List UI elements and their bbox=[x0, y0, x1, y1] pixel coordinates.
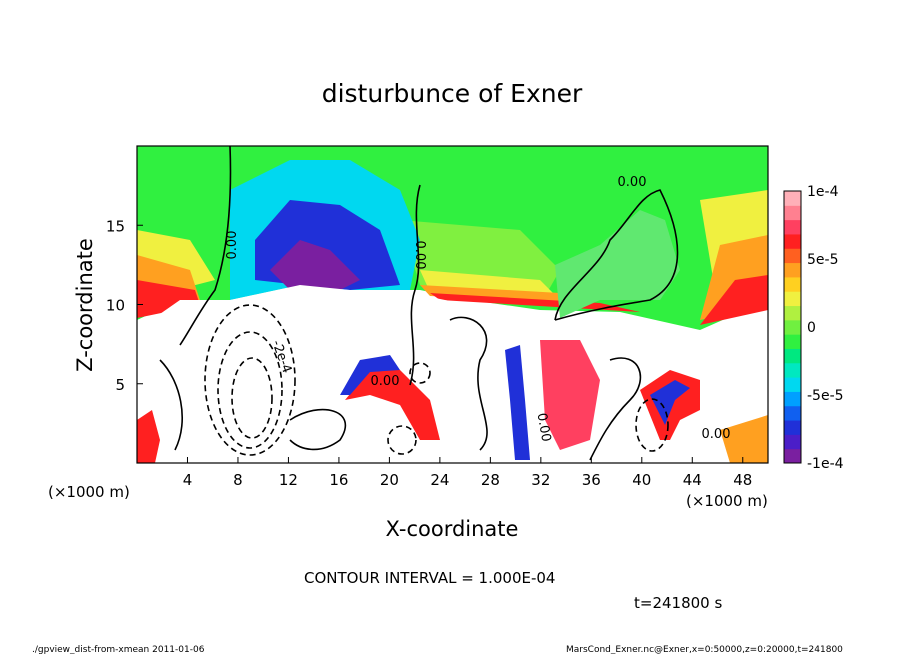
colorbar-swatch bbox=[784, 391, 801, 407]
x-tick-label: 8 bbox=[233, 471, 243, 489]
contour-zero-2 bbox=[409, 184, 421, 386]
y-tick-label: 15 bbox=[106, 217, 125, 235]
x-tick-label: 40 bbox=[632, 471, 651, 489]
field-lower-red-2 bbox=[540, 340, 600, 450]
field-lower-blue-2 bbox=[505, 345, 530, 460]
field-lower-red-1 bbox=[345, 370, 440, 440]
contour-zero-3 bbox=[554, 189, 679, 321]
colorbar-swatch bbox=[784, 191, 801, 206]
colorbar-swatch bbox=[784, 362, 801, 378]
x-unit-left: (×1000 m) bbox=[48, 483, 130, 501]
field-lower-rainbow-2 bbox=[650, 380, 690, 425]
field-orange-band bbox=[137, 235, 768, 320]
colorbar-swatch bbox=[784, 434, 801, 450]
contour-dashed bbox=[204, 304, 669, 456]
colorbar-swatch bbox=[784, 233, 801, 249]
contour-zero-5 bbox=[589, 357, 642, 461]
colorbar-swatch bbox=[784, 262, 801, 278]
contour-label: 0.00 bbox=[534, 412, 554, 443]
colorbar: 1e-4 5e-5 0 -5e-5 -1e-4 bbox=[783, 184, 844, 472]
colorbar-swatch bbox=[784, 348, 801, 364]
y-axis-label: Z-coordinate bbox=[73, 238, 97, 372]
colorbar-label: -1e-4 bbox=[807, 456, 844, 472]
colorbar-swatch bbox=[784, 291, 801, 307]
contour-zero-4 bbox=[449, 316, 488, 451]
colorbar-label: 1e-4 bbox=[807, 184, 839, 200]
y-tick-label: 5 bbox=[115, 376, 125, 394]
contour-label: 0.00 bbox=[412, 241, 427, 270]
chart-title: disturbunce of Exner bbox=[322, 79, 583, 108]
colorbar-swatch bbox=[784, 377, 801, 392]
x-tick-label: 4 bbox=[183, 471, 193, 489]
colorbar-swatch bbox=[784, 319, 801, 335]
colorbar-swatch bbox=[784, 334, 801, 349]
x-axis: 4 8 12 16 20 24 28 32 36 40 44 48 bbox=[183, 457, 752, 489]
colorbar-swatch bbox=[784, 219, 801, 235]
contour-neg-2 bbox=[217, 331, 283, 449]
colorbar-swatch bbox=[784, 405, 801, 421]
x-unit-right: (×1000 m) bbox=[686, 492, 768, 510]
y-axis: 5 10 15 bbox=[106, 217, 143, 394]
contour-neg-3 bbox=[231, 357, 273, 439]
contour-lines bbox=[159, 146, 679, 461]
contour-label: 0.00 bbox=[618, 175, 647, 190]
field-red-band bbox=[137, 275, 768, 325]
contour-label: 0.00 bbox=[225, 231, 240, 260]
x-tick-label: 32 bbox=[531, 471, 550, 489]
y-tick-label: 10 bbox=[106, 297, 125, 315]
contour-interval-text: CONTOUR INTERVAL = 1.000E-04 bbox=[304, 569, 555, 587]
colorbar-label: 5e-5 bbox=[807, 252, 838, 268]
contour-label: 0.00 bbox=[702, 427, 731, 442]
field-white-lower bbox=[137, 285, 768, 463]
field-lower-left-rainbow bbox=[137, 410, 160, 463]
contour-neg-6 bbox=[409, 362, 431, 384]
footer-left: ./gpview_dist-from-xmean 2011-01-06 bbox=[32, 645, 205, 654]
colorbar-swatch bbox=[784, 305, 801, 321]
field-lower-right-rainbow bbox=[720, 415, 768, 463]
x-tick-label: 20 bbox=[380, 471, 399, 489]
colorbar-label: 0 bbox=[807, 320, 816, 336]
contour-neg-4 bbox=[387, 425, 417, 455]
x-tick-label: 12 bbox=[279, 471, 298, 489]
contour-neg-5 bbox=[635, 398, 669, 452]
colorbar-swatch bbox=[784, 205, 801, 221]
contour-neg-1 bbox=[204, 304, 296, 456]
contour-zero-7 bbox=[159, 359, 183, 451]
x-axis-label: X-coordinate bbox=[386, 517, 519, 541]
x-tick-label: 44 bbox=[683, 471, 702, 489]
field-lightgreen-island bbox=[555, 210, 680, 318]
plot-area: 0.00 0.00 0.00 -2e-4 0.00 0.00 0.00 bbox=[137, 146, 768, 463]
contour-label: 0.00 bbox=[371, 374, 400, 389]
field-lower-blue-1 bbox=[340, 355, 400, 395]
x-tick-label: 48 bbox=[733, 471, 752, 489]
field-yellow-band bbox=[137, 190, 768, 320]
colorbar-swatch bbox=[784, 248, 801, 264]
contour-label-group: 0.00 0.00 0.00 -2e-4 0.00 0.00 0.00 bbox=[225, 175, 730, 443]
field-purple-region bbox=[270, 240, 360, 300]
contour-zero-6 bbox=[289, 408, 347, 451]
x-tick-label: 16 bbox=[329, 471, 348, 489]
x-tick-label: 24 bbox=[430, 471, 449, 489]
footer-right: MarsCond_Exner.nc@Exner,x=0:50000,z=0:20… bbox=[566, 645, 843, 654]
x-tick-label: 28 bbox=[481, 471, 500, 489]
contour-zero-1 bbox=[179, 146, 232, 346]
colorbar-swatch bbox=[784, 448, 801, 464]
colorbar-label: -5e-5 bbox=[807, 388, 844, 404]
colorbar-swatch bbox=[784, 420, 801, 435]
colorbar-frame bbox=[783, 190, 802, 464]
x-tick-label: 36 bbox=[582, 471, 601, 489]
colorbar-swatch bbox=[784, 276, 801, 292]
time-text: t=241800 s bbox=[634, 594, 722, 612]
